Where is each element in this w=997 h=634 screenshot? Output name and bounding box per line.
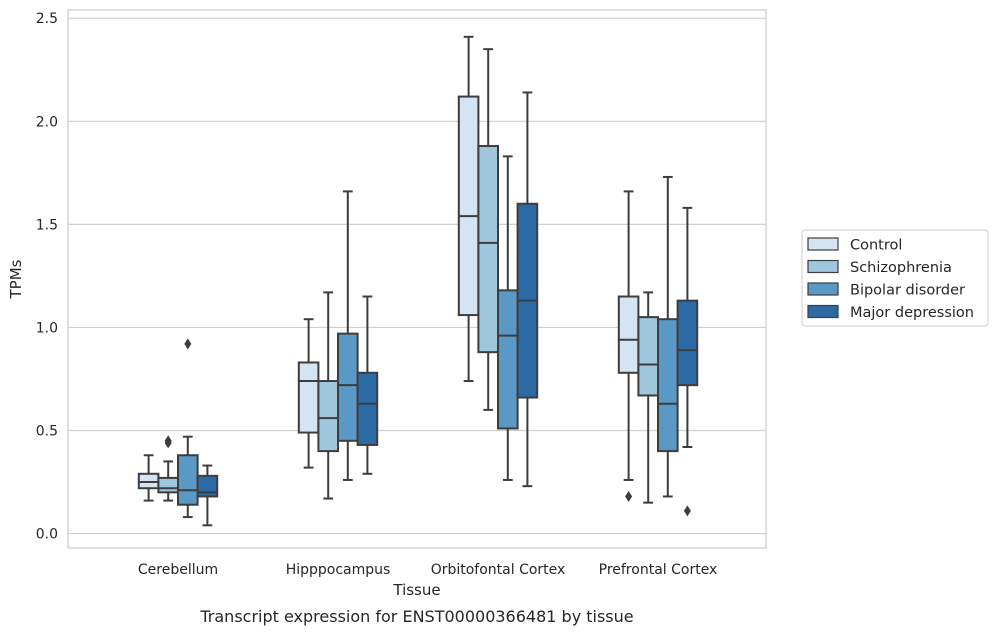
box-1-1: [317, 291, 339, 500]
x-tick-label: Hipppocampus: [286, 562, 391, 578]
box-iqr: [457, 95, 480, 317]
box-2-0: [177, 338, 199, 519]
box-iqr: [657, 318, 679, 453]
plot-boxes: [137, 35, 699, 527]
box-iqr: [196, 474, 219, 498]
box-iqr: [497, 289, 519, 430]
legend-swatch: [807, 237, 839, 251]
y-tick-label: 0.0: [36, 527, 58, 543]
legend-label: Schizophrenia: [850, 260, 952, 276]
chart-caption: Transcript expression for ENST0000036648…: [199, 607, 633, 626]
box-iqr: [477, 145, 499, 354]
legend-label: Control: [850, 238, 902, 254]
box-1-3: [637, 291, 660, 504]
box-0-3: [617, 190, 640, 502]
y-tick-label: 0.5: [36, 424, 58, 440]
y-axis-label: TPMs: [7, 259, 25, 299]
legend-swatch: [807, 259, 839, 274]
x-tick-label: Prefrontal Cortex: [599, 562, 718, 578]
x-axis-label: Tissue: [392, 581, 440, 599]
y-tick-label: 2.0: [36, 114, 58, 130]
box-iqr: [297, 361, 320, 434]
outlier-point: [625, 490, 633, 502]
legend-frame: [801, 229, 989, 327]
box-3-2: [516, 91, 539, 488]
legend-swatch: [807, 282, 839, 296]
plot-frame: [67, 9, 767, 549]
box-iqr: [177, 454, 199, 506]
y-tick-label: 1.5: [36, 217, 58, 233]
box-iqr: [676, 299, 699, 387]
box-iqr: [356, 371, 379, 446]
box-1-0: [157, 435, 179, 502]
y-tick-label: 2.5: [36, 11, 58, 27]
box-iqr: [337, 332, 359, 442]
box-iqr: [157, 476, 179, 494]
box-3-3: [676, 206, 699, 517]
box-iqr: [317, 380, 339, 453]
box-2-1: [337, 190, 359, 481]
box-1-2: [477, 48, 499, 411]
box-0-0: [137, 454, 160, 502]
box-3-1: [356, 295, 379, 475]
x-tick-label: Cerebellum: [138, 562, 218, 578]
box-0-2: [457, 35, 480, 383]
box-0-1: [297, 318, 320, 469]
legend: Control Schizophrenia Bipolar disorder Majo…: [801, 229, 989, 327]
box-3-0: [196, 464, 219, 527]
y-tick-label: 1.0: [36, 320, 58, 336]
box-iqr: [137, 472, 160, 490]
outlier-point: [164, 435, 172, 447]
legend-label: Bipolar disorder: [850, 283, 965, 299]
box-iqr: [617, 295, 640, 374]
x-tick-label: Orbitofontal Cortex: [431, 562, 566, 578]
box-2-2: [497, 155, 519, 481]
outlier-point: [683, 505, 691, 517]
legend-swatch: [807, 304, 839, 319]
legend-label: Major depression: [850, 305, 974, 321]
x-axis-ticks: Cerebellum Hipppocampus Orbitofontal Corte…: [138, 562, 717, 578]
box-iqr: [637, 316, 660, 397]
outlier-point: [184, 338, 192, 350]
gridlines: [68, 17, 766, 535]
y-axis-ticks: 0.0 0.5 1.0 1.5 2.0 2.5: [36, 11, 58, 542]
